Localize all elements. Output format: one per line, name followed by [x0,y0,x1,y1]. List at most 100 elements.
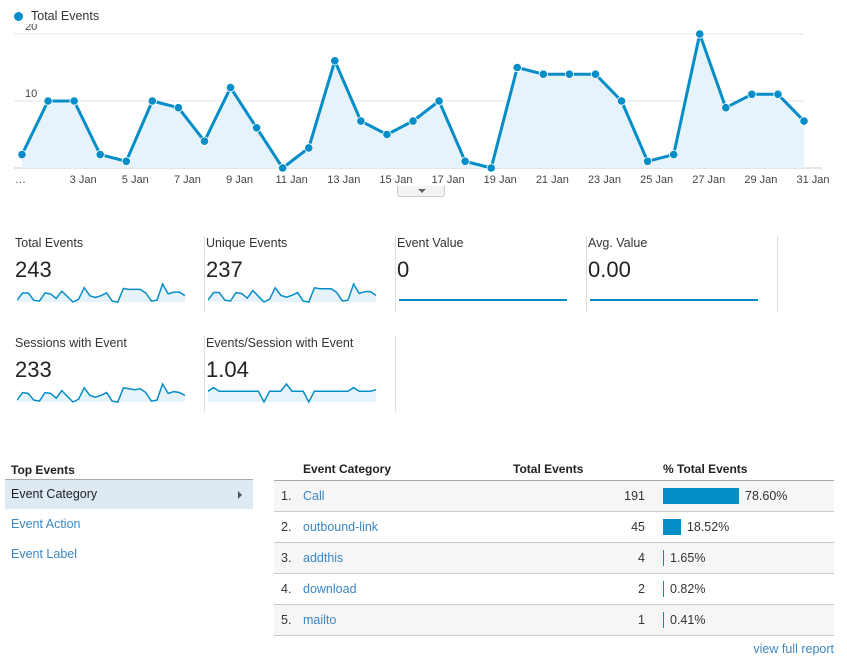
data-point[interactable] [434,96,444,106]
data-point[interactable] [538,69,548,79]
sparkline [590,299,758,301]
sparkline [17,382,185,403]
chart-collapse-toggle[interactable] [397,186,445,197]
sparkline [399,299,567,301]
data-point[interactable] [225,82,236,93]
data-point[interactable] [95,150,105,160]
data-point[interactable] [486,163,496,173]
sparkline-area [17,384,185,402]
dimension-event-category[interactable]: Event Category [5,480,253,509]
top-events-table: Event Category Total Events % Total Even… [274,458,834,636]
chart-legend[interactable]: Total Events [14,9,99,23]
data-point[interactable] [564,69,575,79]
x-tick-label: 29 Jan [744,174,777,186]
event-category-link[interactable]: addthis [303,550,344,565]
data-point[interactable] [147,96,157,106]
data-point[interactable] [695,29,705,39]
data-point[interactable] [356,116,366,126]
scorecard[interactable]: Unique Events 237 [206,236,396,312]
table-row: 2. outbound-link 45 18.52% [274,511,834,543]
row-pct-cell: 18.52% [661,511,834,543]
pct-text: 0.41% [670,612,706,627]
data-point[interactable] [252,123,262,133]
scorecard[interactable]: Sessions with Event 233 [15,336,205,412]
sparkline [208,382,376,404]
x-tick-label: 13 Jan [327,174,360,186]
data-point[interactable] [69,96,79,106]
pct-text: 18.52% [686,519,730,534]
x-tick-label: 9 Jan [226,174,253,186]
x-tick-label: 23 Jan [588,174,621,186]
total-events-chart[interactable]: 20 10 … 3 Jan 5 Jan 7 Jan 9 Jan 11 Jan 13 Jan 15 … [0,24,847,192]
data-point[interactable] [669,150,679,160]
data-point[interactable] [642,156,653,166]
row-pct-cell: 78.60% [661,480,834,512]
data-point[interactable] [773,89,783,99]
legend-label: Total Events [31,9,100,23]
data-point[interactable] [199,136,210,146]
data-point[interactable] [121,156,131,166]
scorecard-label: Events/Session with Event [206,336,354,350]
event-category-link[interactable]: Call [303,488,325,503]
row-category-cell: mailto [303,604,513,636]
data-point[interactable] [382,129,392,140]
event-category-link[interactable]: download [303,581,357,596]
data-point[interactable] [173,103,183,113]
row-pct-cell: 1.65% [661,542,834,574]
data-point[interactable] [799,116,809,126]
row-rank: 2. [274,511,303,543]
row-total-events: 4 [513,542,661,574]
sparkline [208,282,376,303]
data-point[interactable] [304,143,314,153]
x-tick-label: 21 Jan [536,174,569,186]
data-point[interactable] [590,69,601,79]
table-header-row: Event Category Total Events % Total Even… [274,458,834,481]
data-point[interactable] [747,89,757,99]
pct-text: 0.82% [670,581,706,596]
sparkline-area [208,284,376,302]
scorecard-value: 0 [397,257,410,282]
scorecard[interactable]: Events/Session with Event 1.04 [206,336,396,412]
scorecard-label: Event Value [397,236,464,250]
data-point[interactable] [616,96,627,106]
x-tick-label: 17 Jan [432,174,465,186]
row-rank: 4. [274,573,303,605]
top-events-title: Top Events [11,463,75,477]
pct-text: 78.60% [745,488,788,503]
row-category-cell: addthis [303,542,513,574]
data-point[interactable] [43,96,53,106]
event-category-link[interactable]: outbound-link [303,519,379,534]
row-total-events: 191 [513,480,661,512]
dimension-event-action[interactable]: Event Action [5,510,253,539]
category-header: Event Category [303,458,513,481]
data-point[interactable] [17,150,27,160]
scorecard-value: 0.00 [588,257,631,282]
x-tick-label: 25 Jan [640,174,673,186]
row-rank: 5. [274,604,303,636]
row-pct-cell: 0.82% [661,573,834,605]
pct-bar [663,518,681,535]
row-total-events: 2 [513,573,661,605]
dimension-event-label[interactable]: Event Label [5,540,253,569]
data-point[interactable] [330,56,340,66]
data-point[interactable] [278,163,288,173]
data-point[interactable] [512,62,522,73]
scorecard[interactable]: Total Events 243 [15,236,205,312]
data-point[interactable] [408,116,418,126]
sparkline-line [208,382,376,404]
data-point[interactable] [460,156,470,166]
event-category-link[interactable]: mailto [303,612,337,627]
row-category-cell: download [303,573,513,605]
rank-header [274,458,303,481]
scorecard-label: Avg. Value [588,236,648,250]
view-full-report-link[interactable]: view full report [753,642,834,656]
scorecard-label: Sessions with Event [15,336,127,350]
data-point[interactable] [721,103,731,113]
row-rank: 1. [274,480,303,512]
scorecard[interactable]: Event Value 0 [397,236,587,312]
divider [5,479,253,480]
legend-dot-icon [14,11,23,21]
sparkline-area [208,384,376,402]
scorecard[interactable]: Avg. Value 0.00 [588,236,778,312]
y-tick-label: 20 [25,24,37,33]
